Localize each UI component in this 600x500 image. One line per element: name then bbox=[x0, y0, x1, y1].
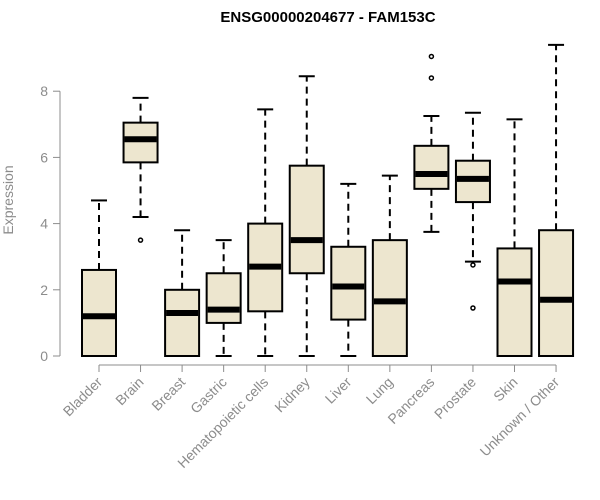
outlier-point bbox=[470, 262, 476, 268]
box-unknown-other bbox=[538, 43, 575, 357]
iqr-box bbox=[122, 121, 159, 164]
box-hematopoietic-cells bbox=[247, 108, 284, 357]
x-tick-label: Liver bbox=[322, 374, 355, 407]
outlier-point bbox=[428, 53, 435, 60]
outlier-point bbox=[428, 75, 435, 81]
boxes-group bbox=[81, 43, 575, 357]
y-tick-label: 2 bbox=[40, 282, 48, 298]
y-tick-label: 0 bbox=[40, 348, 48, 364]
iqr-box bbox=[164, 288, 201, 357]
x-tick-label: Brain bbox=[112, 374, 146, 408]
iqr-box bbox=[205, 272, 242, 324]
box-skin bbox=[496, 118, 533, 357]
iqr-box bbox=[413, 144, 450, 190]
box-gastric bbox=[205, 239, 242, 357]
box-pancreas bbox=[413, 53, 450, 233]
iqr-box bbox=[288, 164, 325, 275]
y-tick-label: 8 bbox=[40, 83, 48, 99]
x-tick-label: Bladder bbox=[60, 374, 106, 420]
box-prostate bbox=[454, 111, 491, 311]
iqr-box bbox=[496, 247, 533, 357]
y-tick-label: 6 bbox=[40, 149, 48, 165]
chart-title: ENSG00000204677 - FAM153C bbox=[220, 9, 435, 26]
iqr-box bbox=[538, 229, 575, 357]
box-breast bbox=[164, 229, 201, 357]
y-axis-label: Expression bbox=[0, 165, 16, 234]
iqr-box bbox=[371, 239, 408, 357]
iqr-box bbox=[81, 268, 117, 357]
iqr-box bbox=[330, 245, 367, 321]
box-lung bbox=[371, 174, 408, 357]
x-tick-label: Unknown / Other bbox=[477, 374, 563, 460]
y-tick-label: 4 bbox=[40, 216, 48, 232]
x-tick-label: Skin bbox=[490, 374, 521, 405]
box-kidney bbox=[288, 75, 325, 357]
x-tick-label: Breast bbox=[148, 374, 188, 414]
outlier-point bbox=[470, 305, 476, 311]
box-brain bbox=[122, 96, 159, 243]
y-axis: 0 2 4 6 8 bbox=[40, 83, 61, 364]
x-tick-label: Prostate bbox=[431, 374, 479, 422]
x-tick-label: Kidney bbox=[271, 374, 313, 416]
box-bladder bbox=[81, 199, 117, 357]
x-tick-label: Lung bbox=[363, 374, 396, 407]
box-liver bbox=[330, 182, 367, 357]
outlier-point bbox=[137, 237, 144, 243]
